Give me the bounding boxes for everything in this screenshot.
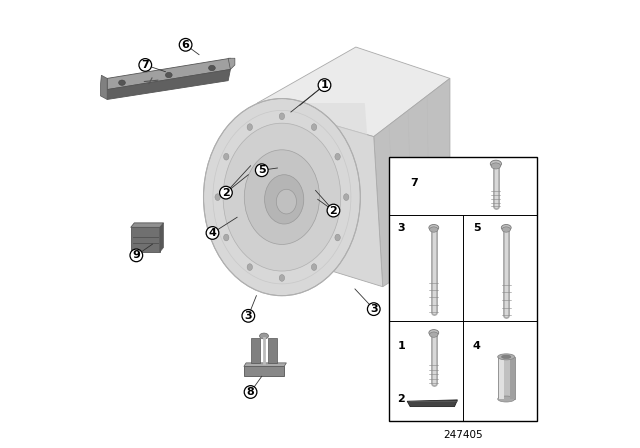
Text: 3: 3 <box>397 223 405 233</box>
Polygon shape <box>108 58 230 90</box>
Ellipse shape <box>223 153 229 160</box>
Ellipse shape <box>279 275 285 281</box>
Ellipse shape <box>165 72 172 78</box>
Text: 9: 9 <box>132 250 140 260</box>
Ellipse shape <box>244 150 319 245</box>
Polygon shape <box>266 103 374 255</box>
FancyBboxPatch shape <box>389 157 538 421</box>
Text: 7: 7 <box>141 60 149 70</box>
Text: 1: 1 <box>397 341 405 351</box>
Ellipse shape <box>344 194 349 201</box>
Ellipse shape <box>247 264 252 271</box>
Ellipse shape <box>209 65 215 71</box>
Ellipse shape <box>118 80 125 86</box>
Ellipse shape <box>223 123 340 271</box>
Ellipse shape <box>204 99 360 296</box>
Ellipse shape <box>429 227 438 232</box>
Polygon shape <box>160 223 163 252</box>
Ellipse shape <box>223 234 229 241</box>
Text: 247405: 247405 <box>444 430 483 439</box>
Ellipse shape <box>429 330 439 336</box>
Ellipse shape <box>429 332 438 337</box>
Ellipse shape <box>502 227 511 232</box>
Ellipse shape <box>279 113 285 120</box>
Polygon shape <box>228 58 235 69</box>
Text: 2: 2 <box>222 188 230 198</box>
Polygon shape <box>131 228 160 252</box>
Polygon shape <box>100 75 108 99</box>
Polygon shape <box>374 78 450 287</box>
Polygon shape <box>407 400 458 407</box>
Ellipse shape <box>502 355 511 358</box>
FancyBboxPatch shape <box>498 357 515 399</box>
Ellipse shape <box>260 333 269 339</box>
FancyBboxPatch shape <box>499 357 504 399</box>
Ellipse shape <box>498 396 515 402</box>
Polygon shape <box>269 338 278 363</box>
Ellipse shape <box>312 264 317 271</box>
Ellipse shape <box>498 354 515 360</box>
Ellipse shape <box>335 153 340 160</box>
Text: 7: 7 <box>411 178 419 188</box>
Text: 2: 2 <box>397 394 405 404</box>
Text: 5: 5 <box>258 165 266 175</box>
Ellipse shape <box>501 224 511 231</box>
Ellipse shape <box>429 224 439 231</box>
Ellipse shape <box>264 175 304 224</box>
Ellipse shape <box>276 189 296 214</box>
Ellipse shape <box>491 163 500 169</box>
Text: 2: 2 <box>330 206 337 215</box>
Polygon shape <box>251 338 260 363</box>
Text: 8: 8 <box>246 387 255 397</box>
Ellipse shape <box>490 160 502 168</box>
Polygon shape <box>257 47 450 137</box>
Text: 5: 5 <box>473 223 481 233</box>
Ellipse shape <box>247 124 252 130</box>
Text: 3: 3 <box>244 311 252 321</box>
Ellipse shape <box>215 194 220 201</box>
Ellipse shape <box>335 234 340 241</box>
Polygon shape <box>108 69 230 99</box>
Polygon shape <box>244 366 284 376</box>
Text: 3: 3 <box>370 304 378 314</box>
Polygon shape <box>244 363 287 366</box>
Ellipse shape <box>312 124 317 130</box>
Polygon shape <box>131 223 163 228</box>
Text: 6: 6 <box>182 40 189 50</box>
Text: 4: 4 <box>473 341 481 351</box>
Text: 1: 1 <box>321 80 328 90</box>
Polygon shape <box>257 103 383 287</box>
FancyBboxPatch shape <box>510 357 515 399</box>
Text: 4: 4 <box>209 228 216 238</box>
